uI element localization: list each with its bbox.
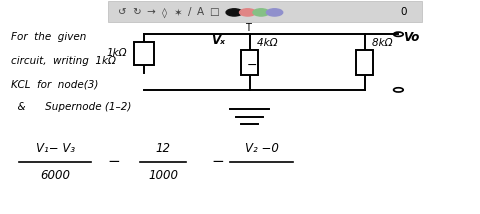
Text: 1kΩ: 1kΩ (107, 49, 127, 58)
Text: −: − (108, 154, 120, 169)
Text: 6000: 6000 (40, 169, 70, 181)
Text: −: − (246, 59, 257, 72)
Text: KCL  for  node(3): KCL for node(3) (11, 80, 98, 89)
Text: Vo: Vo (403, 31, 420, 44)
Text: For  the  given: For the given (11, 33, 86, 42)
Text: ↺: ↺ (118, 7, 127, 17)
Text: 0: 0 (400, 7, 407, 17)
Text: 12: 12 (156, 142, 171, 155)
Text: ⁡4kΩ: ⁡4kΩ (257, 38, 277, 48)
Text: 1000: 1000 (148, 169, 178, 181)
Text: →: → (147, 7, 156, 17)
Bar (134, 42, 154, 65)
Circle shape (266, 9, 283, 16)
Text: T: T (245, 23, 251, 33)
Text: ✶: ✶ (173, 7, 182, 17)
Text: −: − (211, 154, 224, 169)
Text: ↻: ↻ (132, 7, 141, 17)
Text: V₂ −0: V₂ −0 (245, 142, 278, 155)
Text: □: □ (209, 7, 218, 17)
Text: ◊: ◊ (162, 7, 167, 18)
Text: V₁− V₃: V₁− V₃ (36, 142, 75, 155)
Bar (356, 50, 373, 75)
Circle shape (226, 9, 242, 16)
Text: circuit,  writing  1kΩ: circuit, writing 1kΩ (11, 56, 115, 66)
Bar (241, 50, 258, 75)
Text: A: A (197, 7, 204, 17)
FancyBboxPatch shape (108, 1, 422, 22)
Text: &      Supernode (1–2): & Supernode (1–2) (11, 102, 131, 112)
Circle shape (240, 9, 256, 16)
Text: /: / (188, 7, 192, 17)
Text: Vₓ: Vₓ (211, 34, 226, 47)
Text: ⁡8kΩ: ⁡8kΩ (372, 38, 393, 48)
Circle shape (253, 9, 269, 16)
